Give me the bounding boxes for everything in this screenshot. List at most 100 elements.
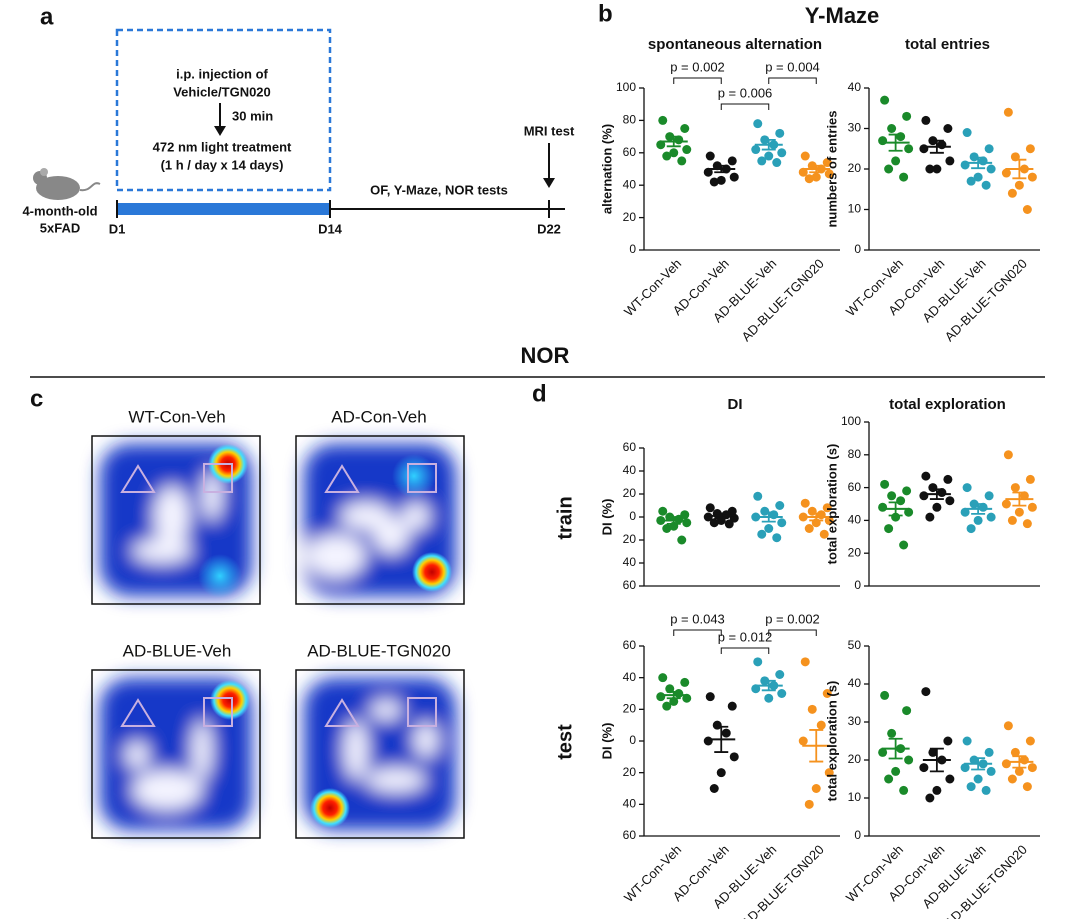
error-bar: [809, 729, 824, 763]
data-point: [1003, 107, 1013, 117]
data-point: [709, 177, 719, 187]
y-tick-label: 40: [848, 80, 862, 94]
data-point: [662, 151, 672, 161]
data-point: [709, 518, 719, 528]
error-bar: [888, 133, 903, 152]
significance-bracket: [720, 647, 770, 654]
data-point: [777, 689, 787, 698]
data-point: [880, 479, 890, 489]
data-point: [680, 677, 690, 687]
data-point: [921, 471, 931, 481]
timeline-text: 472 nm light treatment: [153, 139, 292, 154]
data-point: [884, 524, 894, 534]
y-tick-label: 20: [848, 161, 862, 175]
data-point: [1014, 507, 1024, 517]
heat-high: [412, 552, 452, 592]
y-tick-label: 20: [623, 210, 637, 224]
data-point: [904, 144, 914, 154]
y-tick-label: 40: [623, 555, 637, 569]
data-point: [932, 502, 942, 512]
data-point: [822, 158, 832, 168]
data-point: [824, 515, 834, 525]
timeline-text: i.p. injection of: [176, 66, 268, 81]
data-point: [757, 156, 767, 166]
y-tick-label: 0: [854, 242, 861, 256]
y-tick-label: 60: [623, 828, 637, 842]
data-point: [807, 704, 817, 714]
data-point: [984, 491, 994, 501]
data-point: [753, 119, 763, 129]
object-triangle: [120, 698, 156, 727]
data-point: [800, 151, 810, 161]
arrow-head: [543, 178, 555, 188]
data-point: [925, 793, 935, 803]
row-label: train: [554, 496, 576, 539]
data-point: [887, 124, 897, 133]
error-bar: [971, 156, 986, 170]
data-point: [945, 496, 955, 506]
y-tick-label: 30: [848, 714, 862, 728]
panel-label: a: [40, 3, 54, 30]
data-point: [960, 763, 970, 773]
data-point: [1027, 502, 1037, 512]
data-point: [816, 720, 826, 730]
data-point: [1022, 205, 1032, 214]
data-point: [1022, 519, 1032, 529]
y-tick-label: 10: [848, 202, 862, 216]
heatmap: [295, 669, 465, 839]
y-tick-label: 40: [848, 513, 862, 527]
data-point: [891, 156, 901, 166]
heat-high: [210, 680, 250, 720]
y-tick-label: 20: [623, 765, 637, 779]
data-point: [902, 706, 912, 716]
data-point: [777, 518, 787, 528]
error-bar: [929, 747, 944, 773]
data-point: [902, 111, 912, 121]
object-square: [203, 463, 233, 493]
y-axis-label: DI (%): [599, 499, 614, 536]
chart-title: spontaneous alternation: [648, 36, 822, 53]
object-triangle: [324, 464, 360, 493]
data-point: [902, 486, 912, 496]
row-label: test: [554, 724, 576, 760]
heatmaps: [91, 435, 465, 839]
y-tick-label: 20: [623, 702, 637, 716]
heatmap-title: AD-BLUE-Veh: [123, 641, 232, 660]
data-point: [1019, 491, 1029, 501]
data-point: [724, 519, 734, 529]
y-tick-label: 40: [623, 797, 637, 811]
data-point: [904, 755, 914, 765]
data-point: [937, 140, 947, 150]
data-point: [822, 503, 832, 513]
data-point: [921, 687, 931, 697]
data-point: [884, 164, 894, 174]
heat-low: [344, 720, 368, 780]
data-point: [943, 124, 953, 133]
heading: NOR: [521, 343, 570, 368]
data-point: [878, 747, 888, 757]
data-point: [986, 164, 996, 174]
mouse-icon: [33, 168, 101, 200]
data-point: [775, 501, 785, 510]
heat-blobs: [100, 678, 252, 830]
data-point: [981, 180, 991, 190]
heatmap-frame: [91, 669, 261, 839]
data-point: [973, 774, 983, 784]
data-point: [878, 136, 888, 146]
data-point: [1027, 172, 1037, 182]
data-point: [705, 503, 715, 513]
heatmap-frame: [91, 435, 261, 605]
error-bar: [809, 164, 824, 174]
data-point: [757, 529, 767, 539]
heatmap-title: AD-BLUE-TGN020: [307, 641, 451, 660]
data-point: [753, 491, 763, 501]
data-point: [932, 785, 942, 795]
error-bar: [761, 138, 776, 151]
error-bar: [929, 139, 944, 154]
data-point: [751, 145, 761, 155]
y-tick-label: 20: [623, 486, 637, 500]
y-tick-label: 80: [848, 447, 862, 461]
data-point: [962, 483, 972, 493]
data-point: [962, 736, 972, 746]
data-point: [658, 673, 668, 683]
